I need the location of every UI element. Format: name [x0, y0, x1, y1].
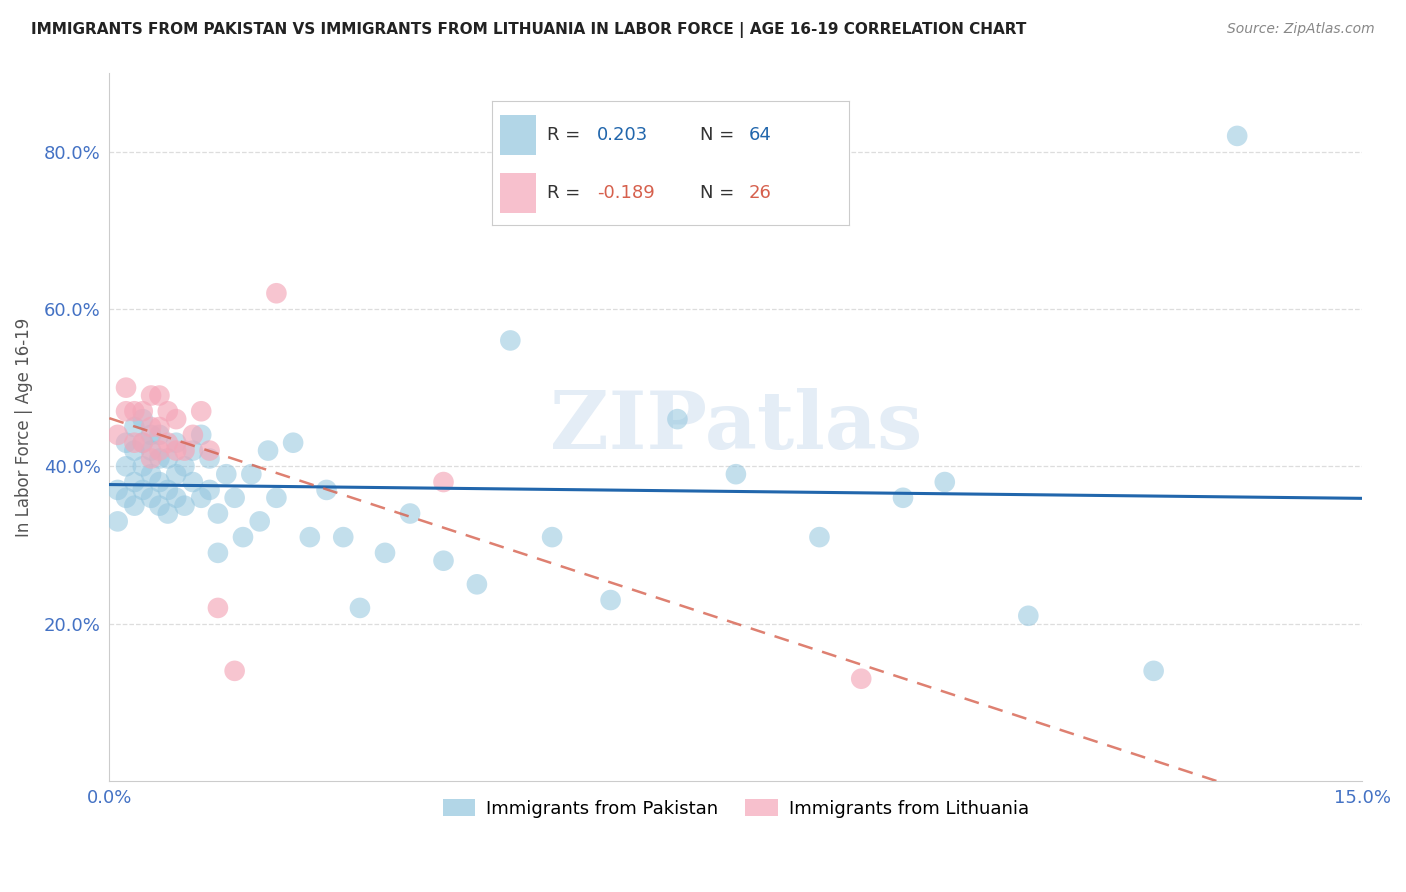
Y-axis label: In Labor Force | Age 16-19: In Labor Force | Age 16-19: [15, 318, 32, 537]
Point: [165, 435, 187, 450]
Point: [139, 443, 162, 458]
Point: [115, 404, 138, 418]
Point: [132, 435, 155, 450]
Point: [224, 664, 246, 678]
Point: [349, 601, 371, 615]
Point: [132, 404, 155, 418]
Point: [165, 467, 187, 482]
Point: [465, 577, 488, 591]
Point: [107, 428, 129, 442]
Point: [165, 412, 187, 426]
Point: [115, 381, 138, 395]
Point: [115, 491, 138, 505]
Point: [891, 491, 914, 505]
Legend: Immigrants from Pakistan, Immigrants from Lithuania: Immigrants from Pakistan, Immigrants fro…: [436, 792, 1036, 825]
Point: [599, 593, 621, 607]
Point: [181, 428, 204, 442]
Point: [148, 388, 170, 402]
Point: [132, 412, 155, 426]
Point: [132, 435, 155, 450]
Point: [240, 467, 263, 482]
Text: Source: ZipAtlas.com: Source: ZipAtlas.com: [1227, 22, 1375, 37]
Point: [156, 451, 179, 466]
Point: [107, 483, 129, 497]
Point: [148, 428, 170, 442]
Point: [156, 507, 179, 521]
Point: [148, 420, 170, 434]
Point: [124, 435, 146, 450]
Point: [165, 443, 187, 458]
Point: [139, 428, 162, 442]
Point: [181, 475, 204, 489]
Point: [156, 404, 179, 418]
Point: [139, 467, 162, 482]
Point: [541, 530, 564, 544]
Point: [124, 420, 146, 434]
Point: [107, 515, 129, 529]
Point: [808, 530, 831, 544]
Point: [198, 483, 221, 497]
Point: [207, 601, 229, 615]
Point: [173, 459, 195, 474]
Point: [224, 491, 246, 505]
Point: [1017, 608, 1039, 623]
Point: [1226, 128, 1249, 143]
Point: [281, 435, 304, 450]
Point: [207, 507, 229, 521]
Point: [207, 546, 229, 560]
Point: [173, 499, 195, 513]
Point: [173, 443, 195, 458]
Point: [124, 404, 146, 418]
Text: IMMIGRANTS FROM PAKISTAN VS IMMIGRANTS FROM LITHUANIA IN LABOR FORCE | AGE 16-19: IMMIGRANTS FROM PAKISTAN VS IMMIGRANTS F…: [31, 22, 1026, 38]
Point: [666, 412, 689, 426]
Point: [851, 672, 873, 686]
Point: [499, 334, 522, 348]
Point: [139, 388, 162, 402]
Point: [181, 443, 204, 458]
Point: [190, 404, 212, 418]
Point: [332, 530, 354, 544]
Point: [124, 499, 146, 513]
Point: [148, 451, 170, 466]
Text: ZIPatlas: ZIPatlas: [550, 388, 922, 466]
Point: [432, 475, 454, 489]
Point: [148, 475, 170, 489]
Point: [266, 491, 288, 505]
Point: [190, 491, 212, 505]
Point: [257, 443, 280, 458]
Point: [115, 459, 138, 474]
Point: [115, 435, 138, 450]
Point: [432, 554, 454, 568]
Point: [139, 451, 162, 466]
Point: [266, 286, 288, 301]
Point: [132, 459, 155, 474]
Point: [724, 467, 747, 482]
Point: [124, 443, 146, 458]
Point: [156, 483, 179, 497]
Point: [139, 420, 162, 434]
Point: [148, 499, 170, 513]
Point: [934, 475, 956, 489]
Point: [198, 451, 221, 466]
Point: [374, 546, 396, 560]
Point: [132, 483, 155, 497]
Point: [215, 467, 238, 482]
Point: [156, 435, 179, 450]
Point: [148, 443, 170, 458]
Point: [315, 483, 337, 497]
Point: [232, 530, 254, 544]
Point: [190, 428, 212, 442]
Point: [249, 515, 271, 529]
Point: [1143, 664, 1166, 678]
Point: [139, 491, 162, 505]
Point: [124, 475, 146, 489]
Point: [198, 443, 221, 458]
Point: [399, 507, 422, 521]
Point: [165, 491, 187, 505]
Point: [298, 530, 321, 544]
